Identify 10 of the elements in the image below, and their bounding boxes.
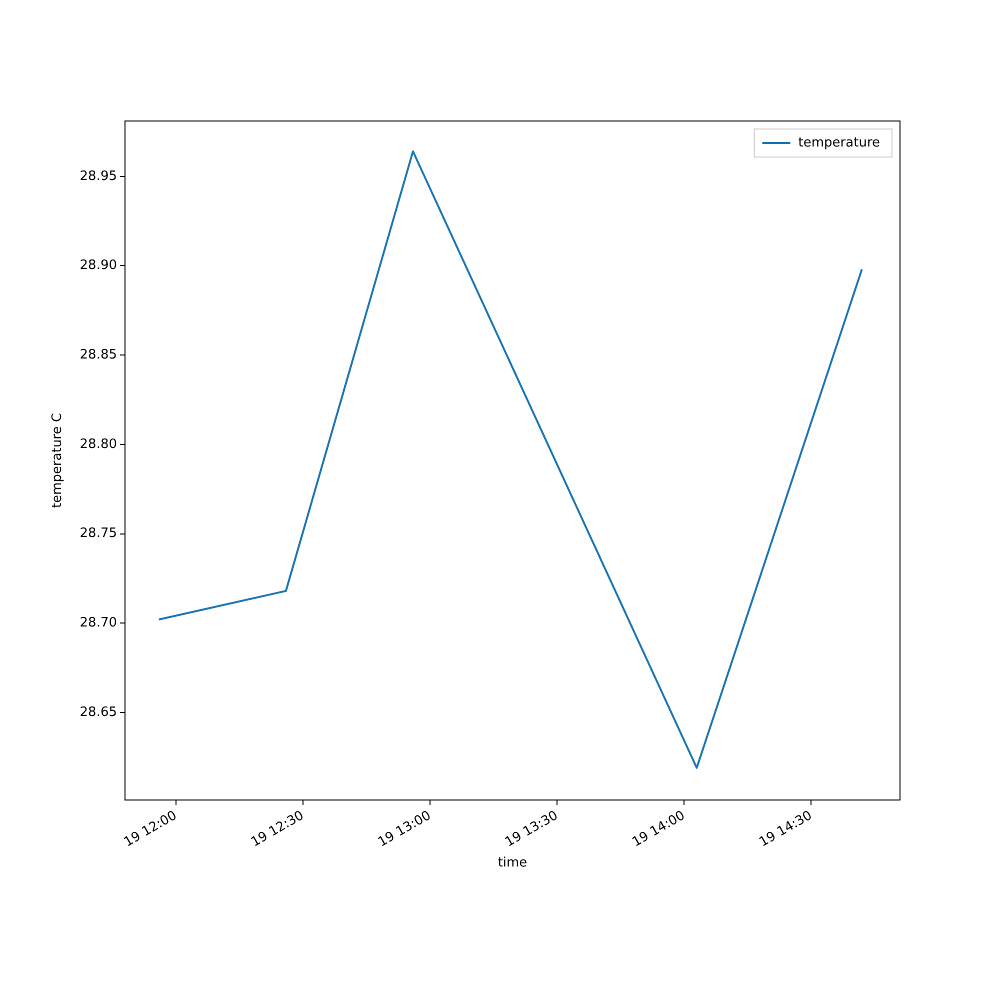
- y-tick-label: 28.75: [80, 526, 117, 542]
- y-axis-title: temperature C: [50, 413, 66, 508]
- y-tick-label: 28.80: [80, 436, 117, 452]
- y-tick-label: 28.70: [80, 615, 117, 630]
- y-tick-label: 28.95: [80, 168, 117, 184]
- y-tick-label: 28.65: [80, 704, 117, 720]
- y-tick-label: 28.90: [80, 258, 117, 274]
- legend-label: temperature: [798, 135, 880, 150]
- x-axis-title: time: [498, 856, 528, 871]
- y-tick-label: 28.85: [80, 347, 117, 362]
